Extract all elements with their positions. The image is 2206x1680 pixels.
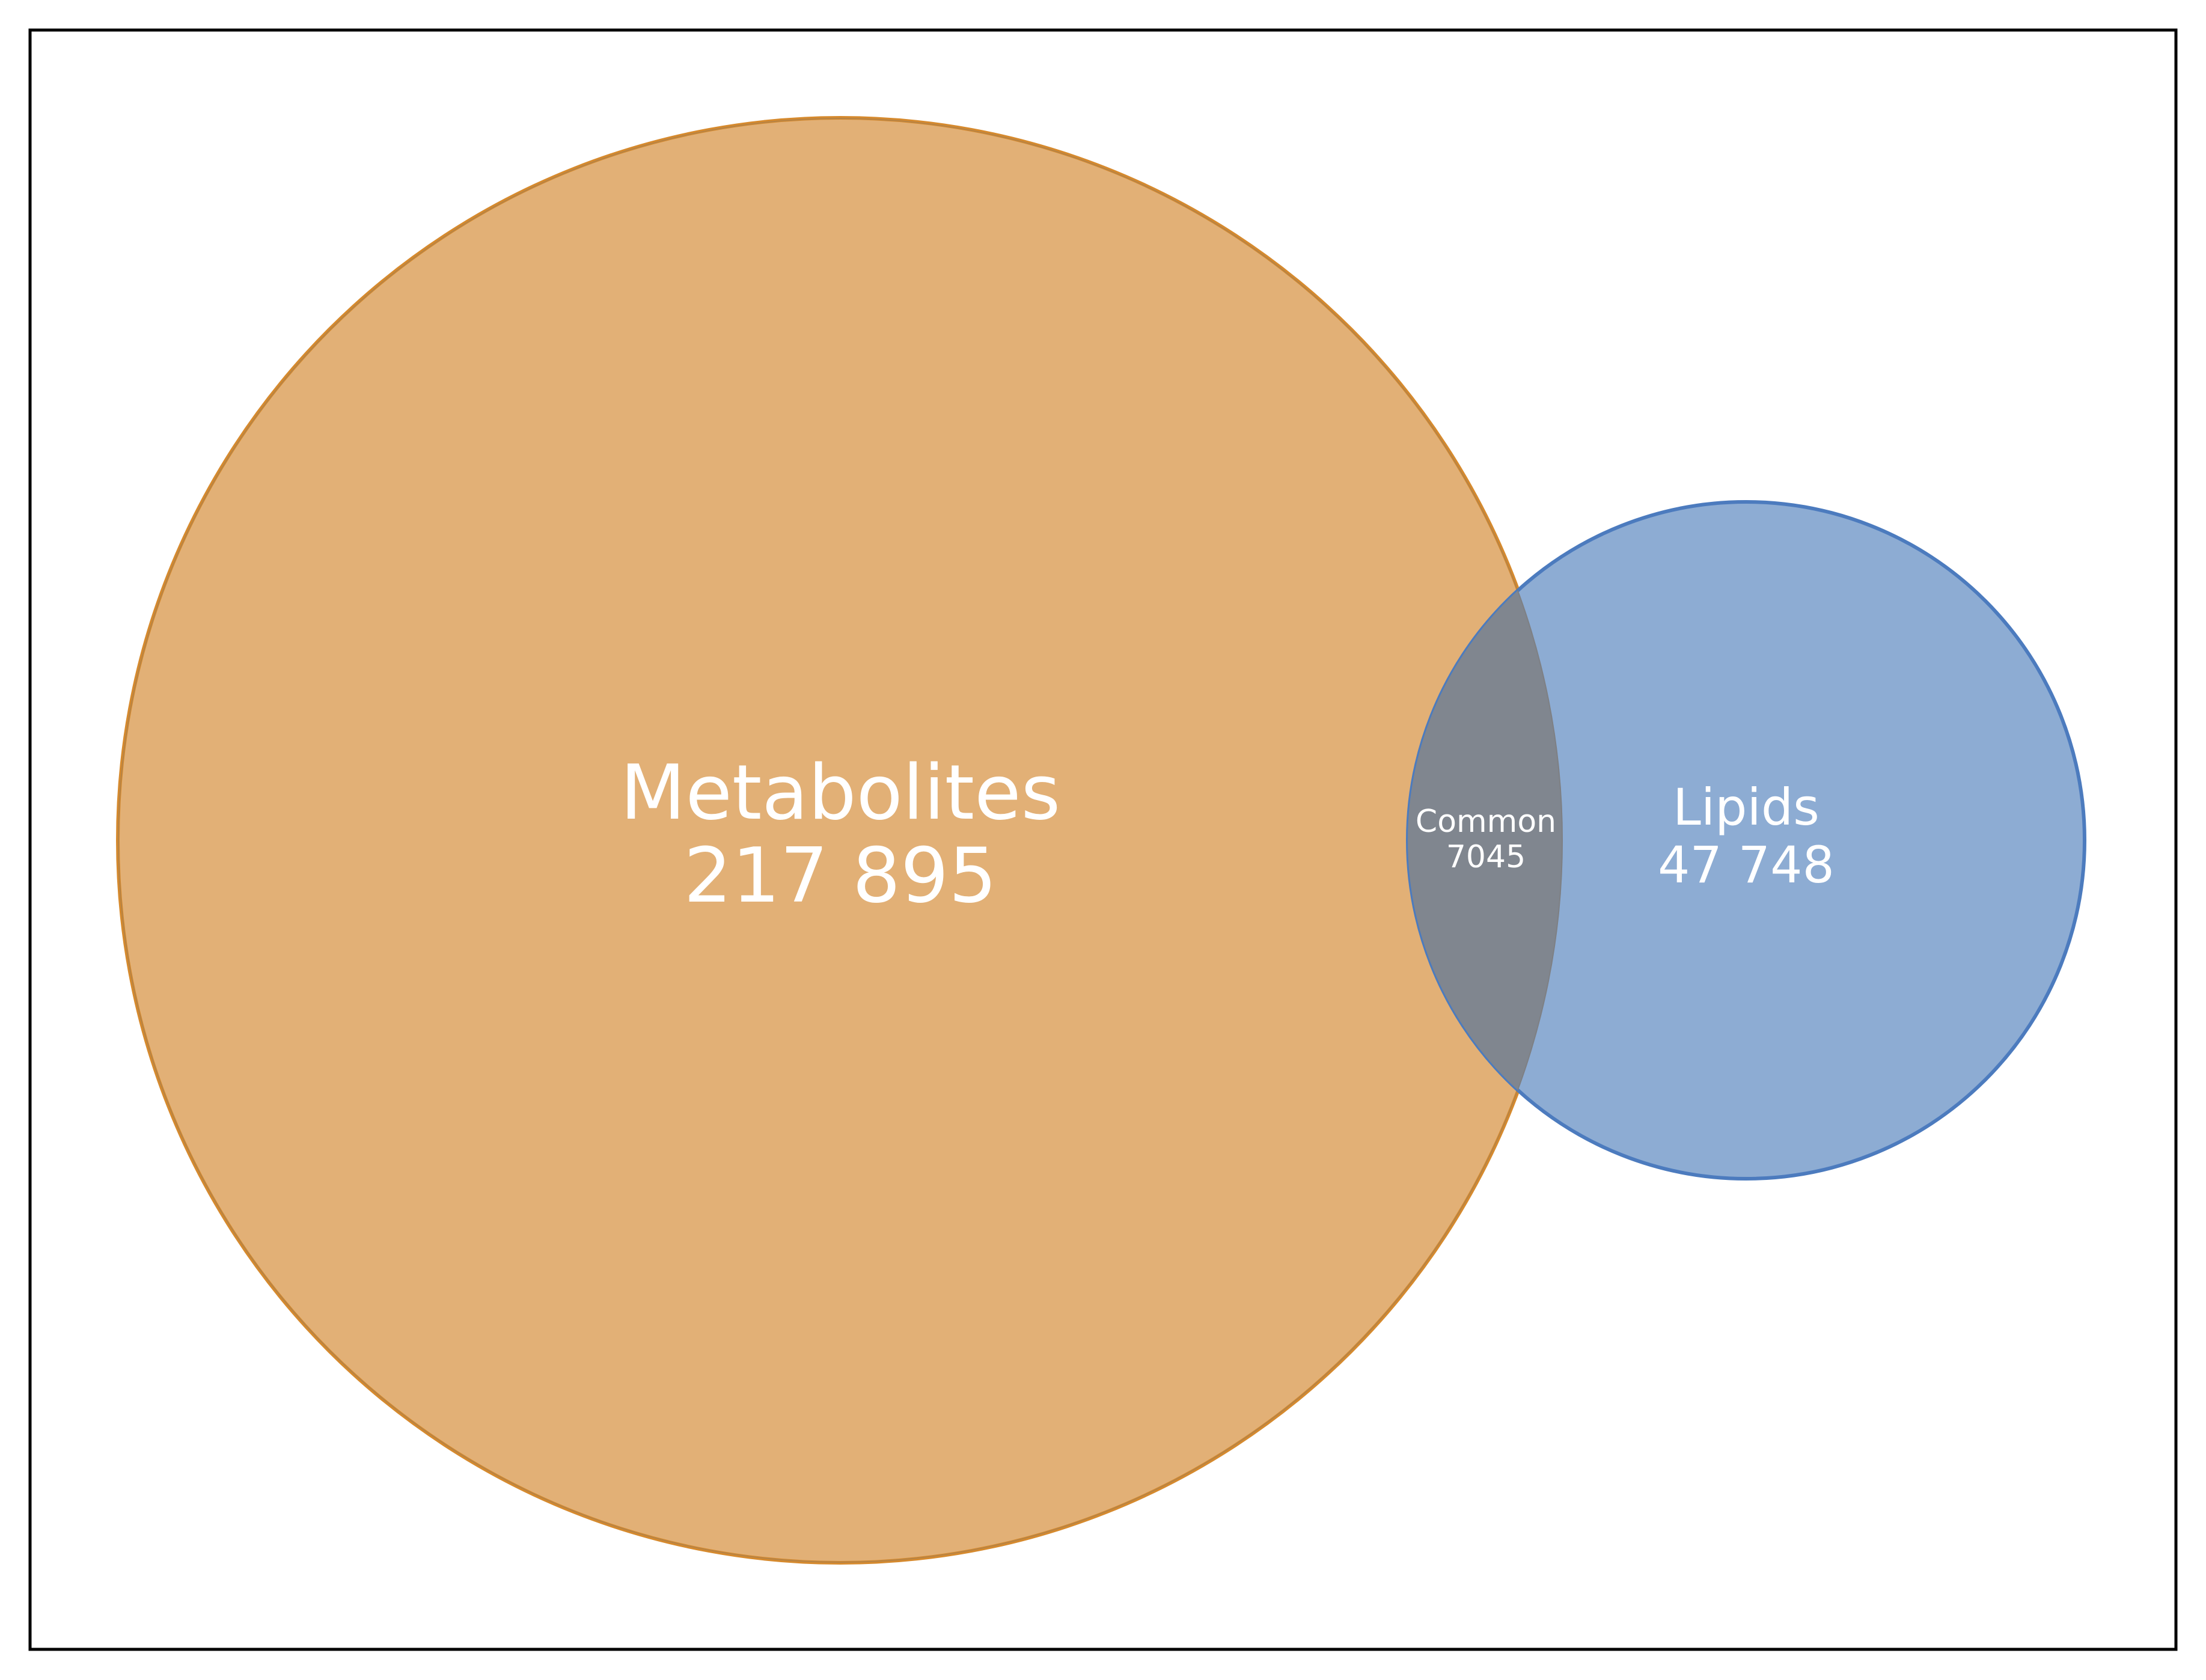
metabolites-label: Metabolites: [620, 748, 1061, 837]
common-count: 7045: [1446, 839, 1526, 875]
metabolites-count: 217 895: [683, 831, 997, 920]
lipids-count: 47 748: [1658, 835, 1835, 894]
lipids-label: Lipids: [1673, 778, 1819, 837]
common-label: Common: [1416, 804, 1556, 840]
